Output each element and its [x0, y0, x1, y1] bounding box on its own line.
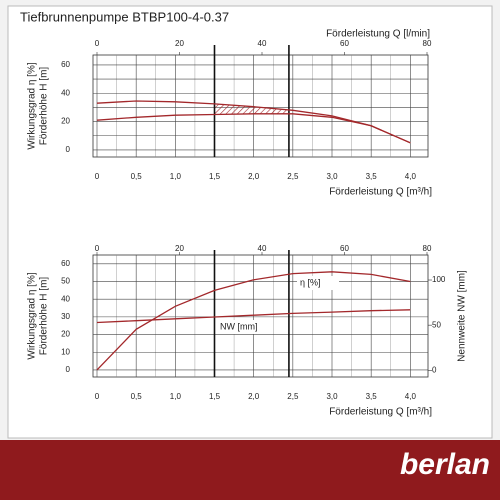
- y-tick-label: 30: [61, 312, 70, 321]
- y-tick-label: 20: [61, 117, 70, 126]
- y-tick-label: 50: [61, 277, 70, 286]
- x-tick-label: 1,0: [170, 392, 182, 401]
- y-axis-title: Wirkungsgrad η [%]: [27, 62, 38, 149]
- y2-tick-label: 0: [432, 365, 437, 374]
- y-tick-label: 60: [61, 259, 70, 268]
- y2-axis-title: Nennweite NW [mm]: [457, 270, 468, 362]
- x-axis-title: Förderleistung Q [m³/h]: [329, 187, 432, 198]
- annotation: η [%]: [300, 277, 321, 287]
- x-tick-label: 2,5: [287, 392, 299, 401]
- annotation-bg: [297, 276, 339, 290]
- y-tick-label: 60: [61, 60, 70, 69]
- x2-tick-label: 20: [175, 39, 184, 48]
- x-tick-label: 0: [95, 392, 100, 401]
- series-line: [96, 271, 411, 371]
- brand-logo: berlan: [400, 448, 490, 481]
- x-tick-label: 3,5: [366, 172, 378, 181]
- x2-tick-label: 40: [258, 39, 267, 48]
- hatch-area: [214, 103, 289, 115]
- x-tick-label: 4,0: [405, 392, 417, 401]
- x-tick-label: 3,5: [366, 392, 378, 401]
- x-tick-label: 2,0: [248, 392, 260, 401]
- x-tick-label: 1,5: [209, 172, 221, 181]
- x-tick-label: 0,5: [131, 392, 143, 401]
- footer-band: [0, 440, 500, 500]
- y-axis-title: Förderhöhe H [m]: [39, 67, 50, 146]
- x2-tick-label: 60: [340, 39, 349, 48]
- y-tick-label: 0: [66, 365, 71, 374]
- x2-axis-title: Förderleistung Q [l/min]: [326, 29, 430, 40]
- x-tick-label: 2,0: [248, 172, 260, 181]
- chart-title: Tiefbrunnenpumpe BTBP100-4-0.37: [20, 9, 229, 24]
- x-tick-label: 3,0: [326, 392, 338, 401]
- x-tick-label: 1,0: [170, 172, 182, 181]
- plot-area: [92, 254, 429, 378]
- plot-area: [92, 54, 429, 158]
- annotation-bg: [217, 320, 259, 334]
- y2-tick-label: 50: [432, 320, 441, 329]
- x-axis-title: Förderleistung Q [m³/h]: [329, 407, 432, 418]
- x-tick-label: 3,0: [326, 172, 338, 181]
- x2-tick-label: 0: [95, 39, 100, 48]
- series-line: [96, 113, 411, 144]
- y2-tick-label: 100: [432, 275, 446, 284]
- y-tick-label: 10: [61, 347, 70, 356]
- y-tick-label: 40: [61, 88, 70, 97]
- y-tick-label: 20: [61, 330, 70, 339]
- x-tick-label: 2,5: [287, 172, 299, 181]
- x-tick-label: 0: [95, 172, 100, 181]
- y-tick-label: 0: [66, 145, 71, 154]
- x2-tick-label: 0: [95, 244, 100, 253]
- x2-tick-label: 20: [175, 244, 184, 253]
- x-tick-label: 0,5: [131, 172, 143, 181]
- x-tick-label: 1,5: [209, 392, 221, 401]
- x2-tick-label: 60: [340, 244, 349, 253]
- x2-tick-label: 40: [258, 244, 267, 253]
- annotation: NW [mm]: [220, 321, 258, 331]
- y-axis-title: Wirkungsgrad η [%]: [27, 272, 38, 359]
- x2-tick-label: 80: [423, 39, 432, 48]
- x-tick-label: 4,0: [405, 172, 417, 181]
- x2-tick-label: 80: [423, 244, 432, 253]
- y-tick-label: 40: [61, 294, 70, 303]
- y-axis-title: Förderhöhe H [m]: [39, 277, 50, 356]
- series-line: [96, 309, 411, 324]
